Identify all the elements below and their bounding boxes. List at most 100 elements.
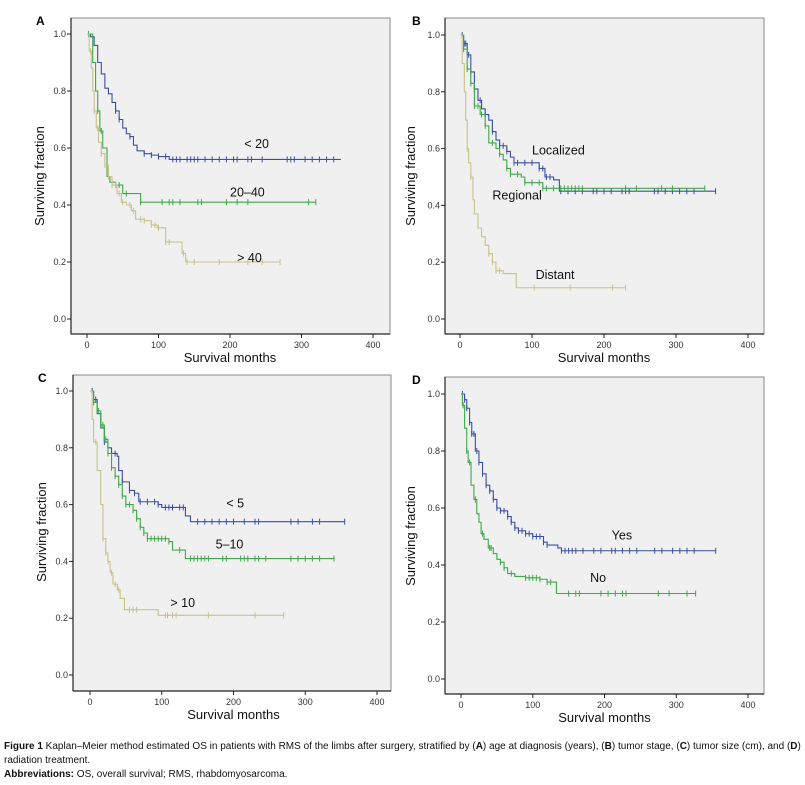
caption-segment: Kaplan–Meier method estimated OS in pati… xyxy=(42,741,476,752)
km-series: 5–10 xyxy=(90,390,335,562)
km-series: Localized xyxy=(460,32,717,195)
x-tick-label: 300 xyxy=(298,697,313,707)
y-tick-label: 0.0 xyxy=(427,674,440,684)
y-tick-label: 1.0 xyxy=(427,30,440,40)
km-series: > 40 xyxy=(87,33,281,265)
figure-caption: Figure 1 Kaplan–Meier method estimated O… xyxy=(4,740,804,782)
y-tick-label: 0.8 xyxy=(55,443,68,453)
curve-label: No xyxy=(590,571,606,585)
x-tick-label: 200 xyxy=(597,700,612,710)
km-series: Distant xyxy=(460,34,627,291)
y-axis-title: Surviving fraction xyxy=(403,126,418,226)
km-series: > 10 xyxy=(90,390,285,619)
y-tick-label: 0.2 xyxy=(53,257,66,267)
km-panel-d: D 0.0 0.2 0.4 0.6 0.8 1.0 0 100 200 300 400 Survival… xyxy=(403,373,765,725)
curve-label: Localized xyxy=(532,143,585,157)
curve-label: Regional xyxy=(492,189,541,203)
survival-curve xyxy=(461,393,696,595)
survival-curve xyxy=(460,34,705,189)
km-series: Yes xyxy=(461,391,717,554)
y-tick-label: 0.8 xyxy=(427,446,440,456)
caption-segment: ) age at diagnosis (years), ( xyxy=(482,741,605,752)
y-tick-label: 0.2 xyxy=(55,613,68,623)
panel-letter: C xyxy=(38,371,47,385)
x-axis-title: Survival months xyxy=(187,707,280,722)
curve-label: Yes xyxy=(612,528,632,542)
survival-curve xyxy=(460,34,626,289)
km-series: No xyxy=(461,393,697,597)
y-tick-label: 0.2 xyxy=(427,257,440,267)
x-axis-title: Survival months xyxy=(558,350,651,365)
x-tick-label: 200 xyxy=(226,697,241,707)
y-axis-title: Surviving fraction xyxy=(32,126,47,226)
y-tick-label: 0.2 xyxy=(427,617,440,627)
caption-panel-ref: B xyxy=(604,741,612,752)
y-tick-label: 0.6 xyxy=(427,144,440,154)
caption-segment: ) tumor stage, ( xyxy=(611,741,680,752)
figure-canvas: A 0.0 0.2 0.4 0.6 0.8 1.0 0 100 200 300 400 Survival… xyxy=(32,14,765,725)
x-tick-label: 300 xyxy=(668,340,683,350)
km-panel-a: A 0.0 0.2 0.4 0.6 0.8 1.0 0 100 200 300 400 Survival… xyxy=(32,14,391,365)
x-tick-label: 400 xyxy=(369,697,384,707)
curve-label: 5–10 xyxy=(216,538,244,552)
y-axis-title: Surviving fraction xyxy=(403,486,418,586)
x-axis-title: Survival months xyxy=(184,350,277,365)
caption-label: Figure 1 xyxy=(4,741,43,752)
x-axis-title: Survival months xyxy=(558,710,651,725)
x-tick-label: 100 xyxy=(525,700,540,710)
caption-panel-ref: A xyxy=(475,741,483,752)
survival-curve xyxy=(87,33,341,160)
caption-main: Figure 1 Kaplan–Meier method estimated O… xyxy=(4,740,804,768)
x-tick-label: 100 xyxy=(151,340,166,350)
km-panel-c: C 0.0 0.2 0.4 0.6 0.8 1.0 0 100 200 300 400 Survival… xyxy=(34,371,392,722)
y-tick-label: 0.6 xyxy=(53,143,66,153)
caption-segment: ) radiation treatment. xyxy=(4,741,801,766)
y-tick-label: 1.0 xyxy=(427,389,440,399)
abbrev-text: OS, overall survival; RMS, rhabdomyosarc… xyxy=(74,769,288,780)
x-tick-label: 400 xyxy=(740,700,755,710)
curve-label: < 5 xyxy=(226,496,244,510)
x-tick-label: 200 xyxy=(222,340,237,350)
plot-area xyxy=(444,17,765,335)
y-tick-label: 0.4 xyxy=(53,200,66,210)
y-tick-label: 0.6 xyxy=(55,500,68,510)
panel-letter: D xyxy=(412,373,421,387)
km-series: < 20 xyxy=(87,33,341,163)
plot-area xyxy=(444,376,765,695)
y-axis-title: Surviving fraction xyxy=(34,482,49,582)
km-panel-b: B 0.0 0.2 0.4 0.6 0.8 1.0 0 100 200 300 400 Survival… xyxy=(403,14,765,365)
panel-letter: B xyxy=(412,14,421,28)
y-tick-label: 0.8 xyxy=(53,86,66,96)
x-tick-label: 300 xyxy=(294,340,309,350)
y-tick-label: 1.0 xyxy=(55,386,68,396)
abbrev-label: Abbreviations: xyxy=(4,769,75,780)
x-tick-label: 0 xyxy=(457,340,462,350)
x-tick-label: 400 xyxy=(740,340,755,350)
y-tick-label: 0.6 xyxy=(427,503,440,513)
y-tick-label: 0.4 xyxy=(427,560,440,570)
plot-area xyxy=(70,17,391,335)
curve-label: < 20 xyxy=(244,137,269,151)
x-tick-label: 0 xyxy=(458,700,463,710)
y-tick-label: 0.8 xyxy=(427,87,440,97)
survival-curve xyxy=(87,33,316,203)
caption-panel-ref: C xyxy=(679,741,687,752)
curve-label: > 10 xyxy=(170,596,195,610)
x-tick-label: 400 xyxy=(365,340,380,350)
x-tick-label: 0 xyxy=(87,697,92,707)
caption-text: Kaplan–Meier method estimated OS in pati… xyxy=(4,741,801,766)
y-tick-label: 0.0 xyxy=(55,670,68,680)
curve-label: Distant xyxy=(536,268,575,282)
x-tick-label: 300 xyxy=(669,700,684,710)
y-tick-label: 0.4 xyxy=(55,556,68,566)
km-series: 20–40 xyxy=(87,31,317,206)
curve-label: 20–40 xyxy=(230,185,265,199)
panel-letter: A xyxy=(36,14,45,28)
y-tick-label: 0.0 xyxy=(427,314,440,324)
x-tick-label: 200 xyxy=(596,340,611,350)
x-tick-label: 0 xyxy=(84,340,89,350)
curve-label: > 40 xyxy=(237,251,262,265)
y-tick-label: 0.4 xyxy=(427,200,440,210)
y-tick-label: 1.0 xyxy=(53,29,66,39)
x-tick-label: 100 xyxy=(524,340,539,350)
